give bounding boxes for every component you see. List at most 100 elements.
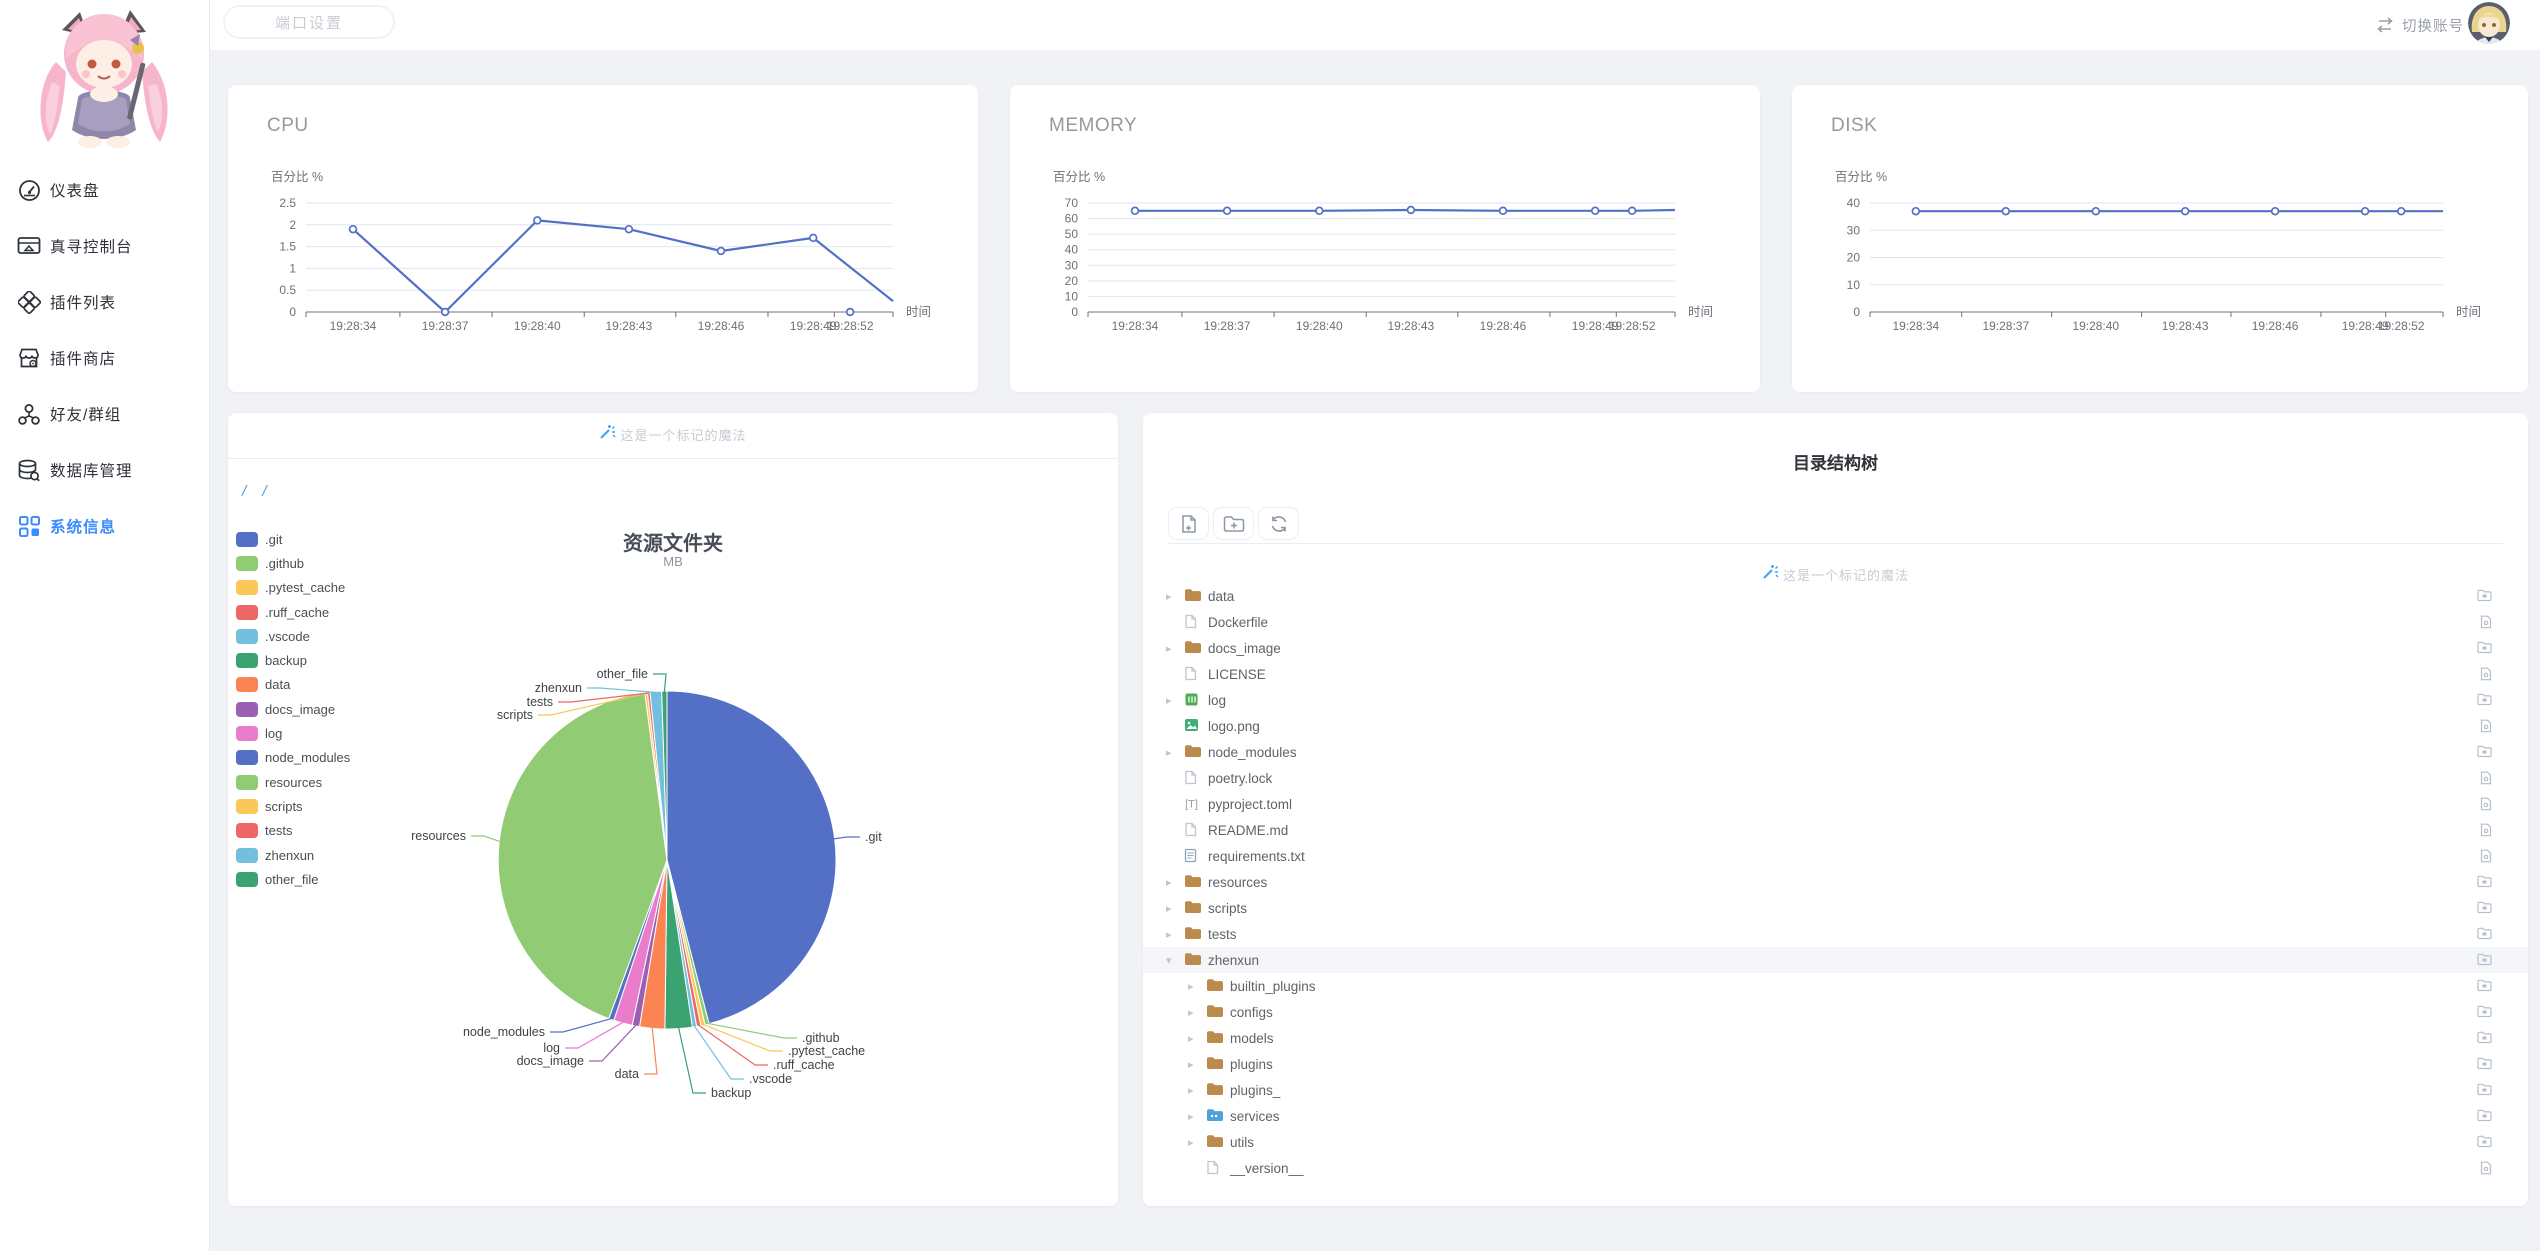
svg-text:0: 0 bbox=[1853, 305, 1860, 319]
tree-row-data[interactable]: ▸ data bbox=[1143, 589, 2528, 609]
legend-item-other_file[interactable]: other_file bbox=[236, 867, 350, 891]
row-file-action-icon[interactable] bbox=[2480, 1161, 2492, 1180]
legend-item-data[interactable]: data bbox=[236, 673, 350, 697]
tree-row-docs_image[interactable]: ▸ docs_image bbox=[1143, 635, 2528, 661]
legend-swatch bbox=[236, 726, 258, 742]
legend-item-tests[interactable]: tests bbox=[236, 819, 350, 843]
expand-arrow-icon[interactable]: ▸ bbox=[1188, 1006, 1194, 1019]
memory-line-chart[interactable]: 0 10 20 30 40 50 60 70 百分比 % 19:28:34 19:28:37 19:2… bbox=[1010, 85, 1760, 397]
tree-row-node_modules[interactable]: ▸ node_modules bbox=[1143, 739, 2528, 765]
tree-row-models[interactable]: ▸ models bbox=[1143, 1025, 2528, 1051]
expand-arrow-icon[interactable]: ▸ bbox=[1188, 1084, 1194, 1097]
expand-arrow-icon[interactable]: ▸ bbox=[1166, 590, 1172, 603]
file-icon bbox=[1184, 666, 1197, 686]
row-file-action-icon[interactable] bbox=[2480, 667, 2492, 686]
row-file-action-icon[interactable] bbox=[2480, 615, 2492, 634]
expand-arrow-icon[interactable]: ▸ bbox=[1166, 694, 1172, 707]
sidebar-item-系统信息[interactable]: 系统信息 bbox=[0, 505, 209, 547]
legend-item-.pytest_cache[interactable]: .pytest_cache bbox=[236, 576, 350, 600]
expand-arrow-icon[interactable]: ▸ bbox=[1166, 876, 1172, 889]
refresh-button[interactable] bbox=[1258, 507, 1299, 540]
legend-swatch bbox=[236, 774, 258, 790]
tree-row-LICENSE[interactable]: LICENSE bbox=[1143, 661, 2528, 687]
sidebar-item-插件列表[interactable]: 插件列表 bbox=[0, 281, 209, 323]
tree-row-scripts[interactable]: ▸ scripts bbox=[1143, 895, 2528, 921]
sidebar-item-好友/群组[interactable]: 好友/群组 bbox=[0, 393, 209, 435]
row-folder-action-icon[interactable] bbox=[2477, 1057, 2492, 1075]
legend-item-docs_image[interactable]: docs_image bbox=[236, 697, 350, 721]
cpu-line-chart[interactable]: 0 0.5 1 1.5 2 2.5 百分比 % 19:28:34 19:28:37 19:28:4… bbox=[228, 85, 978, 397]
row-folder-action-icon[interactable] bbox=[2477, 875, 2492, 893]
resource-pie-chart[interactable]: .git .github .pytest_cache .ruff_cache .vsco… bbox=[228, 413, 1118, 1211]
svg-text:0: 0 bbox=[1071, 305, 1078, 319]
legend-item-zhenxun[interactable]: zhenxun bbox=[236, 843, 350, 867]
user-avatar[interactable] bbox=[2468, 2, 2510, 44]
tree-row-zhenxun[interactable]: ▾ zhenxun bbox=[1143, 947, 2528, 973]
row-file-action-icon[interactable] bbox=[2480, 797, 2492, 816]
tree-row-requirements.txt[interactable]: requirements.txt bbox=[1143, 843, 2528, 869]
tree-row-builtin_plugins[interactable]: ▸ builtin_plugins bbox=[1143, 973, 2528, 999]
tree-row-tests[interactable]: ▸ tests bbox=[1143, 921, 2528, 947]
legend-item-resources[interactable]: resources bbox=[236, 770, 350, 794]
tree-row-logo.png[interactable]: logo.png bbox=[1143, 713, 2528, 739]
expand-arrow-icon[interactable]: ▸ bbox=[1188, 980, 1194, 993]
legend-item-backup[interactable]: backup bbox=[236, 648, 350, 672]
expand-collapse-icon[interactable]: ▾ bbox=[1166, 954, 1172, 967]
row-folder-action-icon[interactable] bbox=[2477, 1083, 2492, 1101]
tree-row-log[interactable]: ▸ log bbox=[1143, 687, 2528, 713]
row-folder-action-icon[interactable] bbox=[2477, 693, 2492, 711]
row-folder-action-icon[interactable] bbox=[2477, 1135, 2492, 1153]
row-folder-action-icon[interactable] bbox=[2477, 953, 2492, 971]
tree-row-README.md[interactable]: README.md bbox=[1143, 817, 2528, 843]
expand-arrow-icon[interactable]: ▸ bbox=[1166, 746, 1172, 759]
expand-arrow-icon[interactable]: ▸ bbox=[1166, 928, 1172, 941]
tree-row-Dockerfile[interactable]: Dockerfile bbox=[1143, 609, 2528, 635]
legend-item-node_modules[interactable]: node_modules bbox=[236, 746, 350, 770]
row-folder-action-icon[interactable] bbox=[2477, 901, 2492, 919]
legend-item-.git[interactable]: .git bbox=[236, 527, 350, 551]
disk-chart-card: DISK 0 10 20 30 40 百分比 % 19:28:34 19:28:37 19:28… bbox=[1792, 85, 2528, 392]
row-folder-action-icon[interactable] bbox=[2477, 927, 2492, 945]
tree-row-poetry.lock[interactable]: poetry.lock bbox=[1143, 765, 2528, 791]
row-folder-action-icon[interactable] bbox=[2477, 745, 2492, 763]
sidebar-item-仪表盘[interactable]: 仪表盘 bbox=[0, 169, 209, 211]
tree-row-plugins_[interactable]: ▸ plugins_ bbox=[1143, 1077, 2528, 1103]
tree-row-resources[interactable]: ▸ resources bbox=[1143, 869, 2528, 895]
legend-item-.ruff_cache[interactable]: .ruff_cache bbox=[236, 600, 350, 624]
row-folder-action-icon[interactable] bbox=[2477, 641, 2492, 659]
row-folder-action-icon[interactable] bbox=[2477, 589, 2492, 607]
switch-account-button[interactable]: 切换账号 bbox=[2375, 0, 2464, 50]
legend-item-scripts[interactable]: scripts bbox=[236, 794, 350, 818]
port-settings-button[interactable]: 端口设置 bbox=[223, 5, 395, 39]
row-file-action-icon[interactable] bbox=[2480, 771, 2492, 790]
disk-line-chart[interactable]: 0 10 20 30 40 百分比 % 19:28:34 19:28:37 19:28:40 19… bbox=[1792, 85, 2528, 397]
row-file-action-icon[interactable] bbox=[2480, 849, 2492, 868]
row-folder-action-icon[interactable] bbox=[2477, 1005, 2492, 1023]
new-folder-button[interactable] bbox=[1213, 507, 1254, 540]
sidebar-item-数据库管理[interactable]: 数据库管理 bbox=[0, 449, 209, 491]
legend-item-.github[interactable]: .github bbox=[236, 551, 350, 575]
tree-row-__version__[interactable]: __version__ bbox=[1143, 1155, 2528, 1181]
expand-arrow-icon[interactable]: ▸ bbox=[1188, 1136, 1194, 1149]
expand-arrow-icon[interactable]: ▸ bbox=[1166, 642, 1172, 655]
tree-row-services[interactable]: ▸ services bbox=[1143, 1103, 2528, 1129]
expand-arrow-icon[interactable]: ▸ bbox=[1188, 1058, 1194, 1071]
tree-row-plugins[interactable]: ▸ plugins bbox=[1143, 1051, 2528, 1077]
legend-item-.vscode[interactable]: .vscode bbox=[236, 624, 350, 648]
tree-row-pyproject.toml[interactable]: [T] pyproject.toml bbox=[1143, 791, 2528, 817]
tree-row-configs[interactable]: ▸ configs bbox=[1143, 999, 2528, 1025]
expand-arrow-icon[interactable]: ▸ bbox=[1188, 1110, 1194, 1123]
expand-arrow-icon[interactable]: ▸ bbox=[1188, 1032, 1194, 1045]
row-file-action-icon[interactable] bbox=[2480, 823, 2492, 842]
row-folder-action-icon[interactable] bbox=[2477, 979, 2492, 997]
breadcrumb[interactable]: / / bbox=[242, 483, 273, 500]
row-folder-action-icon[interactable] bbox=[2477, 1109, 2492, 1127]
sidebar-item-真寻控制台[interactable]: 真寻控制台 bbox=[0, 225, 209, 267]
tree-row-utils[interactable]: ▸ utils bbox=[1143, 1129, 2528, 1155]
row-folder-action-icon[interactable] bbox=[2477, 1031, 2492, 1049]
expand-arrow-icon[interactable]: ▸ bbox=[1166, 902, 1172, 915]
row-file-action-icon[interactable] bbox=[2480, 719, 2492, 738]
sidebar-item-插件商店[interactable]: 插件商店 bbox=[0, 337, 209, 379]
legend-item-log[interactable]: log bbox=[236, 721, 350, 745]
new-file-button[interactable] bbox=[1168, 507, 1209, 540]
